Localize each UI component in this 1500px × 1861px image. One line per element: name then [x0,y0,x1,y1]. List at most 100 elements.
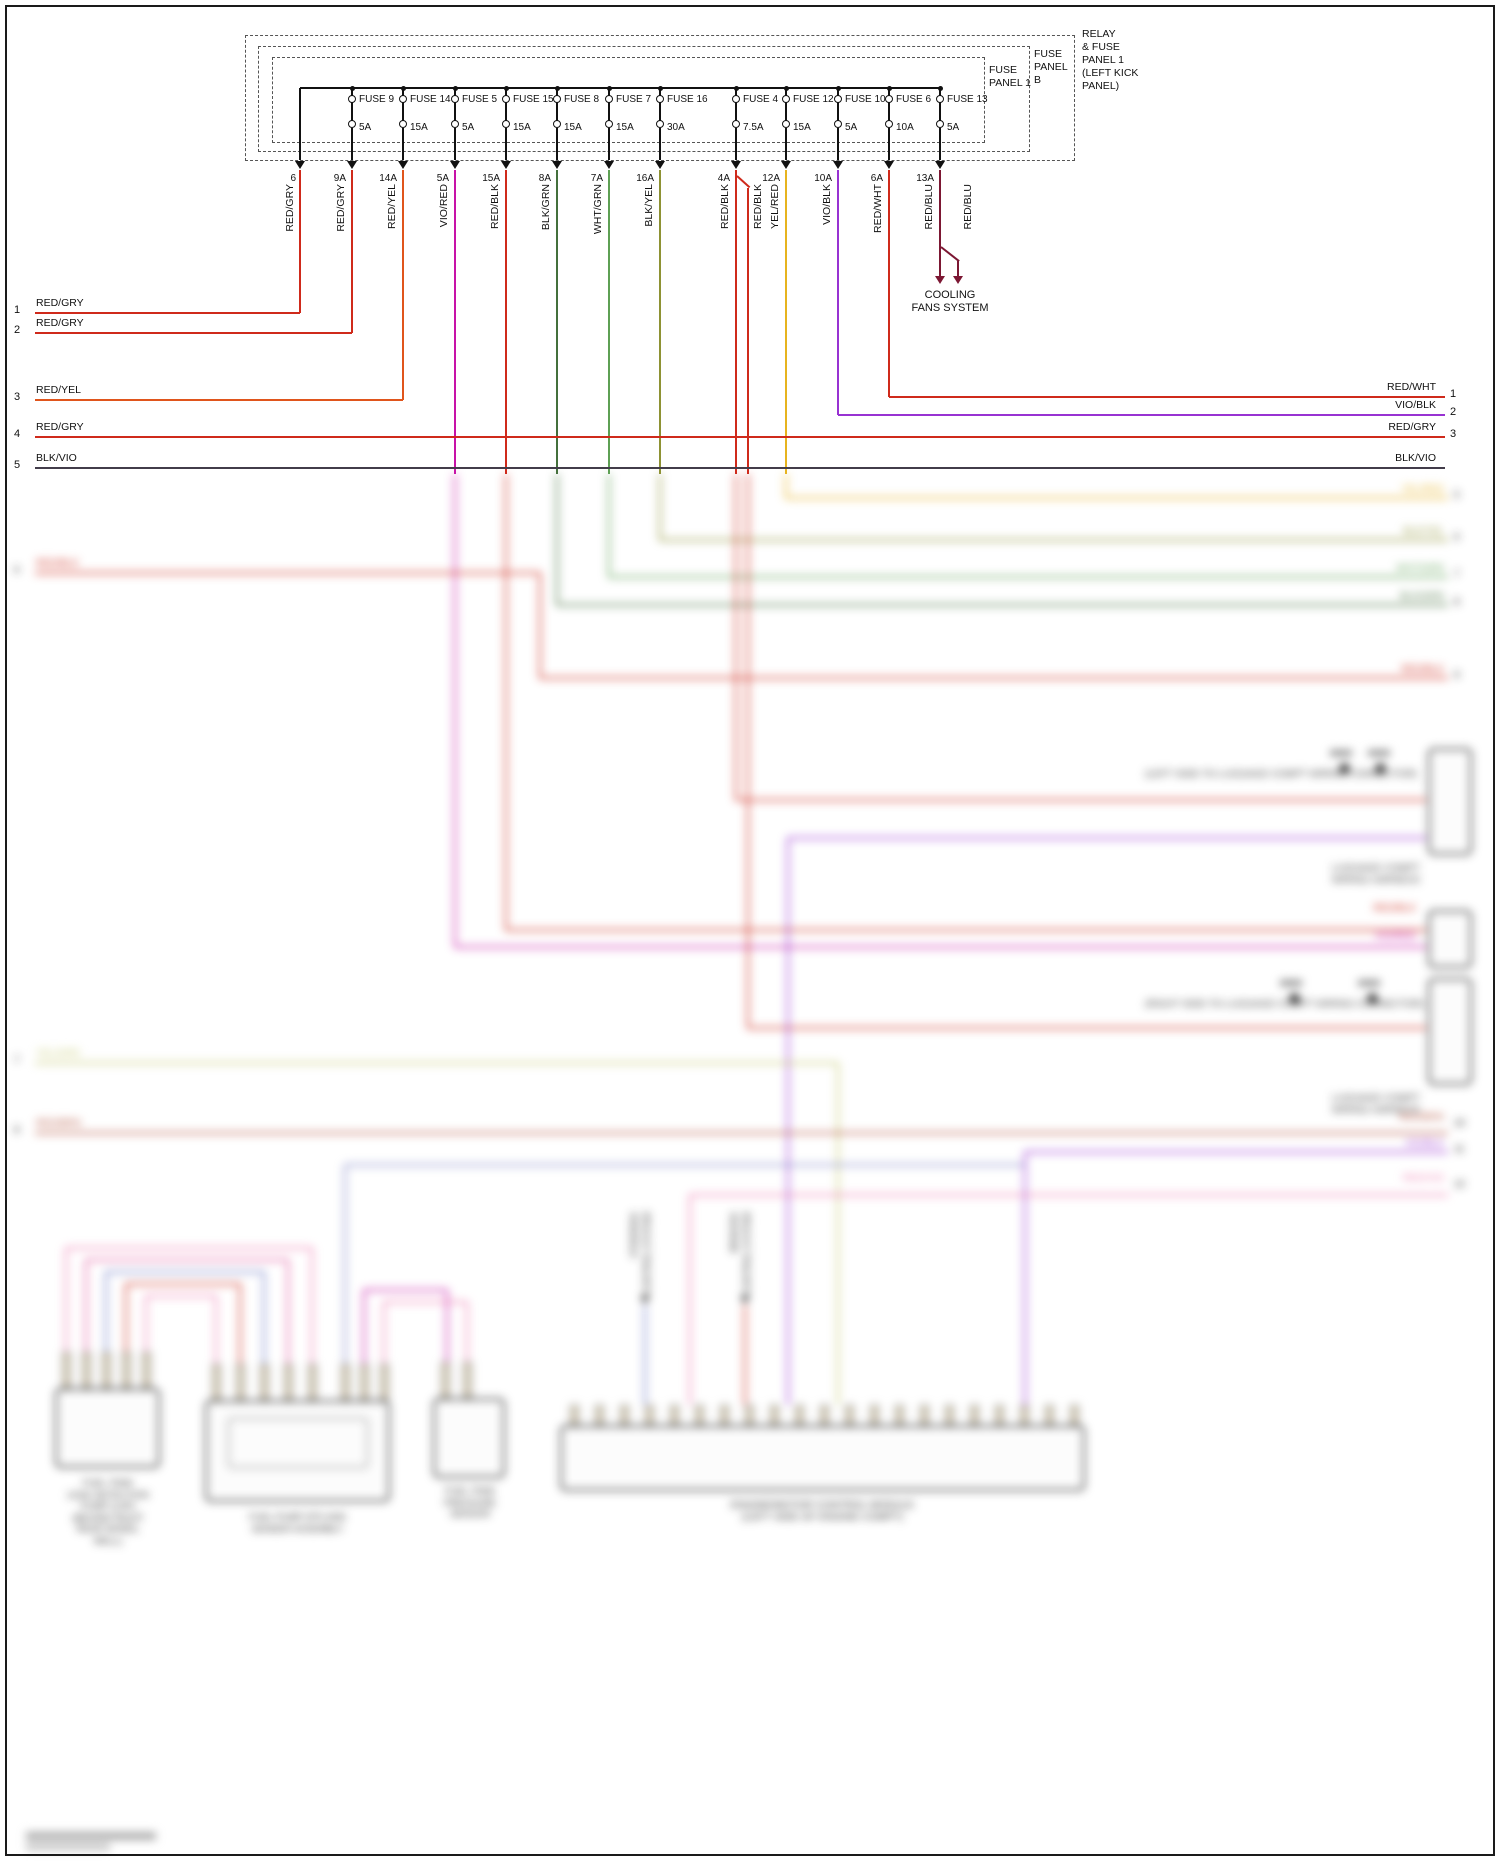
fuse-lead [837,128,839,160]
connector-pin [122,1352,131,1388]
relay-fuse-panel-outline [245,35,1075,161]
connector-pin [142,1352,151,1388]
fuse-amp: 7.5A [743,122,764,133]
connector-box [1428,748,1472,855]
connector-pin [102,1352,111,1388]
fuse-element [888,102,890,121]
fuse-name: FUSE 10 [845,94,886,105]
fuse-terminal [502,120,510,128]
terminal-label: 10A [814,173,832,184]
right-pin-number: 7 [1454,569,1460,580]
right-pin-number: 9 [1454,670,1460,681]
fuel-pump-inner [228,1418,368,1468]
fuse-lead [402,128,404,160]
wire-color-label: RED/BLK [719,184,731,229]
connector-label: (RIGHT SIDE-TO LUGGAGE COMPT WIRING CONN… [1145,999,1424,1010]
connector-box [1428,910,1472,968]
system-arrow [740,1296,750,1304]
fuse-element [351,102,353,121]
connector-pin [845,1405,854,1425]
panel-exit-arrow [604,161,614,169]
fuse-amp: 30A [667,122,685,133]
fuse-element [659,102,661,121]
connector-pin [795,1405,804,1425]
fuse-terminal [656,120,664,128]
relay-panel-label: & FUSE [1082,41,1120,53]
terminal-label: 8A [538,173,551,184]
fuse-lead [785,128,787,160]
wire [454,474,456,947]
wire-color-label: RED/BLU [923,184,935,230]
fuse-name: FUSE 16 [667,94,708,105]
left-wire-label: RED/YEL [36,384,81,396]
small-id-mark [1280,980,1302,986]
wire [744,1305,746,1405]
wire [735,170,737,474]
relay-panel-label: RELAY [1082,28,1116,40]
relay-panel-label: PANEL) [1082,80,1120,92]
relay-panel-label: PANEL 1 [1082,54,1125,66]
right-wire-label: VIO/BLK [1395,399,1436,411]
fuse-lead [888,128,890,160]
wire [344,1165,346,1364]
fuse-lead [888,88,890,96]
fuse-name: FUSE 8 [564,94,600,105]
wire [747,188,749,474]
connector-pin [341,1364,350,1400]
wire [351,170,353,333]
fuse-lead [351,88,353,96]
right-wire-label: BLK/YEL [1403,526,1444,537]
connector-pin [284,1364,293,1400]
connector-pin [670,1405,679,1425]
fuse-panel-b-label: FUSE [1034,48,1063,60]
terminal-label: 5A [436,173,449,184]
fuse-lead [556,88,558,96]
wire [65,1248,67,1352]
fuse-terminal [605,120,613,128]
fuse-element [505,102,507,121]
ldp-pump-label: FUEL TANK [82,1478,134,1489]
wire [35,312,300,314]
wire [837,1063,839,1405]
wire [454,170,456,474]
connector-pin [1070,1405,1079,1425]
connector-pin [645,1405,654,1425]
left-wire-label: RED/BLK [36,558,79,569]
wire [35,1132,1448,1134]
harness-label: WIRING HARNESS [1331,875,1420,886]
left-wire-label: RED/BRN [36,1118,82,1129]
wire [659,170,661,474]
left-pin-number: 7 [14,1055,20,1066]
right-pin-number: 10 [1454,1118,1466,1129]
fuse-lead [659,128,661,160]
left-wire-label: YEL/GRN [36,1048,80,1059]
left-pin-number: 1 [14,304,21,316]
fuse-name: FUSE 4 [743,94,779,105]
ldp-pump-label: PUMP (LDP) [80,1501,136,1512]
fuse-lead [659,88,661,96]
connector-pin [236,1364,245,1400]
wire [939,170,941,276]
right-pin-number: 1 [1450,388,1457,400]
wire [539,573,541,678]
small-id-mark [1368,750,1390,756]
panel-exit-arrow [833,161,843,169]
right-wire-label: VIO/RED [1374,931,1416,942]
fuse-lead [785,88,787,96]
wire [788,837,1426,839]
fuse-terminal [732,120,740,128]
wire [689,1195,691,1405]
connector-pin [62,1352,71,1388]
connector-pin [441,1362,450,1398]
harness-label: WIRING HARNESS [1331,1105,1420,1116]
fuse-name: FUSE 9 [359,94,395,105]
wire [506,929,1426,931]
connector-pin [463,1362,472,1398]
wire-color-label: VIO/BLK [821,184,833,225]
ldp-pump-label: (BEHIND RIGHT [72,1512,144,1524]
wire [125,1284,127,1352]
fuse-lead [505,88,507,96]
wire [747,474,749,1028]
fuel-pump-box [205,1400,390,1502]
fuse-name: FUSE 5 [462,94,498,105]
